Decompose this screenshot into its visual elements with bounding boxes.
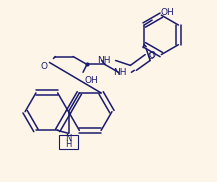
FancyBboxPatch shape <box>59 135 78 149</box>
Text: H: H <box>65 140 72 149</box>
Text: O: O <box>148 51 155 60</box>
Text: O: O <box>147 52 154 61</box>
Text: O: O <box>41 62 48 72</box>
Text: OH: OH <box>160 8 174 17</box>
Text: N: N <box>65 134 72 143</box>
Text: NH: NH <box>97 56 111 65</box>
Text: NH: NH <box>113 68 127 77</box>
Text: OH: OH <box>85 76 99 85</box>
